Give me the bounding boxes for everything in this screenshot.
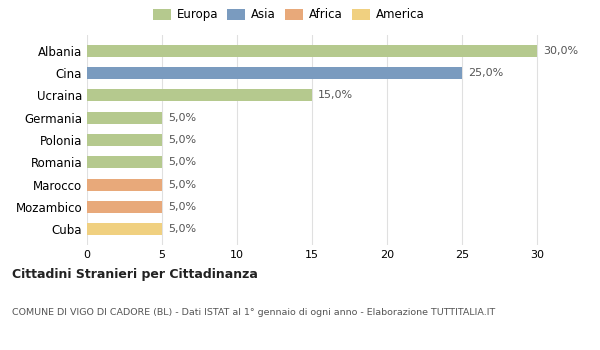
Text: 25,0%: 25,0% xyxy=(468,68,503,78)
Bar xyxy=(87,156,162,168)
Bar xyxy=(87,134,162,146)
Bar xyxy=(87,67,462,79)
Legend: Europa, Asia, Africa, America: Europa, Asia, Africa, America xyxy=(149,5,428,25)
Text: 5,0%: 5,0% xyxy=(168,180,196,190)
Text: 5,0%: 5,0% xyxy=(168,158,196,167)
Bar xyxy=(87,89,312,101)
Bar xyxy=(87,201,162,213)
Text: Cittadini Stranieri per Cittadinanza: Cittadini Stranieri per Cittadinanza xyxy=(12,268,258,281)
Text: 15,0%: 15,0% xyxy=(318,90,353,100)
Text: 5,0%: 5,0% xyxy=(168,113,196,122)
Bar xyxy=(87,112,162,124)
Text: 5,0%: 5,0% xyxy=(168,224,196,234)
Text: 5,0%: 5,0% xyxy=(168,135,196,145)
Text: 30,0%: 30,0% xyxy=(543,46,578,56)
Bar xyxy=(87,223,162,236)
Bar xyxy=(87,44,537,57)
Bar xyxy=(87,178,162,191)
Text: 5,0%: 5,0% xyxy=(168,202,196,212)
Text: COMUNE DI VIGO DI CADORE (BL) - Dati ISTAT al 1° gennaio di ogni anno - Elaboraz: COMUNE DI VIGO DI CADORE (BL) - Dati IST… xyxy=(12,308,495,317)
